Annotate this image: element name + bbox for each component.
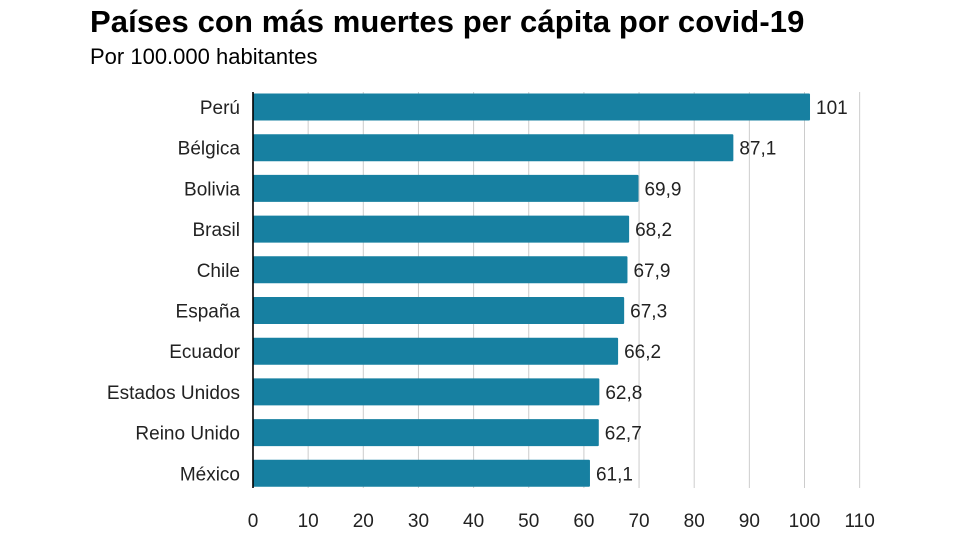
bar bbox=[253, 93, 811, 121]
bar bbox=[253, 337, 619, 365]
bar bbox=[253, 419, 599, 447]
data-label: 69,9 bbox=[644, 179, 681, 200]
data-label: 62,7 bbox=[605, 424, 642, 445]
data-label: 101 bbox=[816, 98, 848, 119]
category-label: Perú bbox=[200, 98, 240, 119]
x-tick-label: 90 bbox=[739, 511, 760, 532]
category-label: Estados Unidos bbox=[107, 383, 240, 404]
x-tick-label: 40 bbox=[463, 511, 484, 532]
chart-subtitle: Por 100.000 habitantes bbox=[90, 44, 318, 69]
bar bbox=[253, 459, 590, 487]
x-tick-label: 10 bbox=[298, 511, 319, 532]
category-label: España bbox=[176, 302, 241, 323]
bar bbox=[253, 256, 628, 284]
bar bbox=[253, 174, 639, 202]
x-tick-label: 0 bbox=[248, 511, 259, 532]
bar bbox=[253, 134, 734, 162]
x-tick-label: 50 bbox=[518, 511, 539, 532]
category-label: Bolivia bbox=[184, 179, 240, 200]
data-label: 87,1 bbox=[739, 139, 776, 160]
data-label: 66,2 bbox=[624, 342, 661, 363]
x-tick-label: 70 bbox=[628, 511, 649, 532]
bar bbox=[253, 297, 625, 324]
category-label: Ecuador bbox=[169, 342, 240, 363]
category-label: Brasil bbox=[192, 220, 240, 241]
category-label: Bélgica bbox=[178, 139, 241, 160]
data-label: 68,2 bbox=[635, 220, 672, 241]
x-tick-label: 100 bbox=[789, 511, 821, 532]
x-tick-label: 20 bbox=[353, 511, 374, 532]
bar bbox=[253, 378, 600, 406]
chart-title: Países con más muertes per cápita por co… bbox=[90, 4, 805, 39]
category-label: México bbox=[180, 464, 240, 485]
axis: 0 10 20 30 40 50 60 70 80 90 100 110 Perú 101 Bélgica 8… bbox=[107, 92, 875, 532]
x-tick-label: 80 bbox=[684, 511, 705, 532]
x-tick-label: 110 bbox=[845, 511, 875, 532]
data-label: 62,8 bbox=[605, 383, 642, 404]
data-label: 67,9 bbox=[633, 261, 670, 282]
x-tick-label: 60 bbox=[573, 511, 594, 532]
category-label: Chile bbox=[197, 261, 240, 282]
category-label: Reino Unido bbox=[135, 424, 240, 445]
data-label: 61,1 bbox=[596, 464, 633, 485]
bar bbox=[253, 215, 630, 243]
x-tick-label: 30 bbox=[408, 511, 429, 532]
bars bbox=[253, 93, 811, 487]
data-label: 67,3 bbox=[630, 302, 667, 323]
